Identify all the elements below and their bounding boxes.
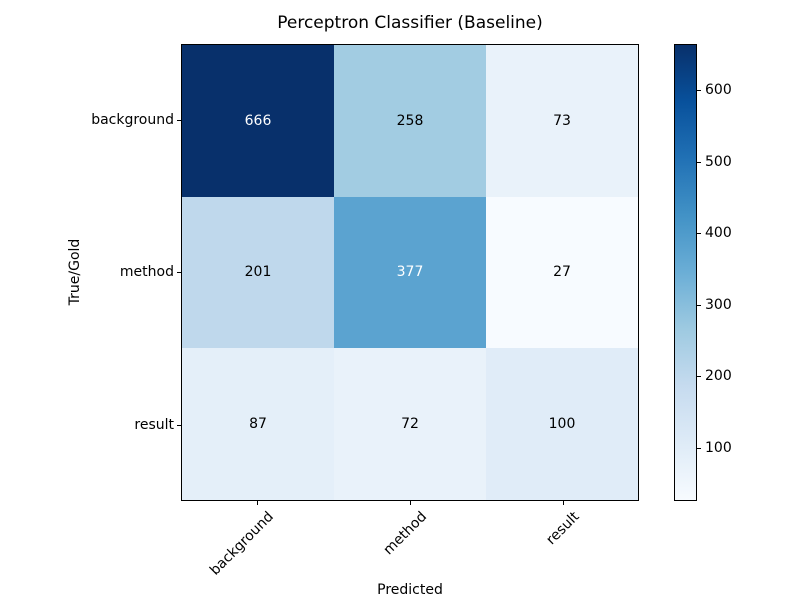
heatmap-grid: 666 258 73 201 377 27 87 72 100	[181, 44, 639, 501]
heatmap-cell-result-background: 87	[182, 348, 334, 500]
x-tick-mark	[563, 501, 564, 505]
colorbar-gradient	[674, 44, 697, 501]
ytick-label-result: result	[134, 417, 174, 433]
y-tick-mark	[177, 425, 181, 426]
heatmap-cell-background-result: 73	[486, 45, 638, 197]
colorbar-tick-mark	[697, 448, 701, 449]
y-tick-mark	[177, 120, 181, 121]
heatmap-cell-result-result: 100	[486, 348, 638, 500]
colorbar-tick-mark	[697, 376, 701, 377]
colorbar-tick-label-600: 600	[705, 82, 732, 98]
heatmap-cell-background-method: 258	[334, 45, 486, 197]
x-tick-mark	[257, 501, 258, 505]
chart-title: Perceptron Classifier (Baseline)	[277, 13, 543, 33]
y-tick-mark	[177, 272, 181, 273]
colorbar-tick-label-300: 300	[705, 297, 732, 313]
xtick-label-background: background	[207, 508, 278, 579]
y-axis-label: True/Gold	[67, 238, 83, 306]
colorbar-tick-mark	[697, 305, 701, 306]
xtick-label-method: method	[380, 508, 431, 559]
colorbar-tick-label-200: 200	[705, 368, 732, 384]
x-axis-label: Predicted	[377, 582, 443, 598]
heatmap-cell-result-method: 72	[334, 348, 486, 500]
ytick-label-method: method	[119, 264, 174, 280]
heatmap-cell-method-result: 27	[486, 196, 638, 349]
colorbar-tick-mark	[697, 162, 701, 163]
colorbar-tick-mark	[697, 233, 701, 234]
colorbar-tick-mark	[697, 90, 701, 91]
colorbar-tick-label-100: 100	[705, 440, 732, 456]
heatmap-cell-background-background: 666	[182, 45, 334, 197]
x-tick-mark	[410, 501, 411, 505]
heatmap-cell-method-background: 201	[182, 196, 334, 349]
colorbar-tick-label-500: 500	[705, 154, 732, 170]
colorbar-tick-label-400: 400	[705, 225, 732, 241]
xtick-label-result: result	[543, 508, 584, 549]
ytick-label-background: background	[91, 112, 174, 128]
heatmap-cell-method-method: 377	[334, 196, 486, 349]
